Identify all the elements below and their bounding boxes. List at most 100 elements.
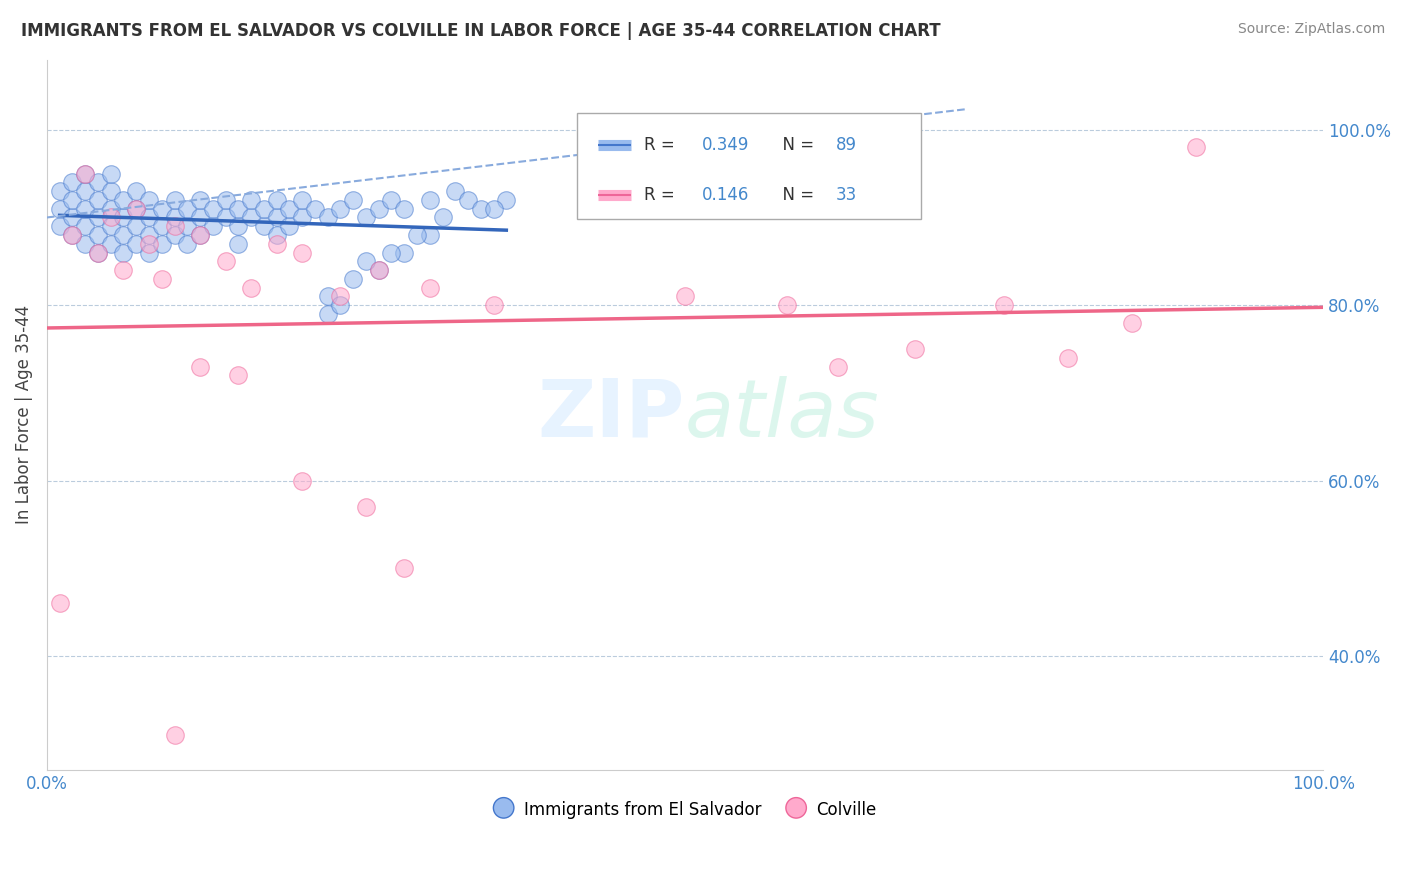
Point bbox=[342, 272, 364, 286]
Point bbox=[48, 202, 70, 216]
Point bbox=[240, 193, 263, 207]
FancyBboxPatch shape bbox=[576, 113, 921, 219]
Point bbox=[100, 219, 122, 234]
Point bbox=[201, 219, 224, 234]
Point bbox=[62, 227, 84, 242]
Point bbox=[406, 227, 429, 242]
Text: R =: R = bbox=[644, 186, 681, 203]
Point bbox=[470, 202, 492, 216]
Point bbox=[62, 175, 84, 189]
Point bbox=[112, 245, 135, 260]
Point bbox=[62, 193, 84, 207]
Point bbox=[163, 193, 186, 207]
Text: IMMIGRANTS FROM EL SALVADOR VS COLVILLE IN LABOR FORCE | AGE 35-44 CORRELATION C: IMMIGRANTS FROM EL SALVADOR VS COLVILLE … bbox=[21, 22, 941, 40]
Point bbox=[48, 596, 70, 610]
Point bbox=[342, 193, 364, 207]
Point bbox=[495, 193, 517, 207]
Point bbox=[125, 219, 148, 234]
Point bbox=[214, 254, 236, 268]
Point bbox=[48, 219, 70, 234]
Point bbox=[87, 193, 110, 207]
Point bbox=[380, 245, 402, 260]
Point bbox=[138, 245, 160, 260]
Point bbox=[100, 202, 122, 216]
Point bbox=[1121, 316, 1143, 330]
Point bbox=[904, 342, 927, 356]
Point bbox=[228, 202, 250, 216]
Point bbox=[266, 236, 288, 251]
Point bbox=[163, 728, 186, 742]
Point bbox=[278, 219, 301, 234]
Point bbox=[100, 184, 122, 198]
Point bbox=[125, 202, 148, 216]
Point bbox=[367, 263, 389, 277]
Text: ZIP: ZIP bbox=[537, 376, 685, 454]
Point bbox=[354, 500, 377, 514]
Point bbox=[291, 474, 314, 488]
Point bbox=[776, 298, 799, 312]
Point bbox=[228, 219, 250, 234]
Point bbox=[266, 193, 288, 207]
Point bbox=[75, 236, 97, 251]
Point bbox=[380, 193, 402, 207]
Point bbox=[240, 280, 263, 294]
Point bbox=[827, 359, 849, 374]
Point bbox=[367, 263, 389, 277]
Text: N =: N = bbox=[772, 136, 820, 153]
Point bbox=[316, 307, 339, 321]
Point bbox=[112, 263, 135, 277]
Point bbox=[188, 211, 211, 225]
Point bbox=[419, 280, 441, 294]
Text: 0.146: 0.146 bbox=[702, 186, 749, 203]
Point bbox=[291, 245, 314, 260]
Point bbox=[48, 184, 70, 198]
Y-axis label: In Labor Force | Age 35-44: In Labor Force | Age 35-44 bbox=[15, 305, 32, 524]
Point bbox=[176, 219, 198, 234]
Point bbox=[316, 289, 339, 303]
Point bbox=[188, 359, 211, 374]
Text: 89: 89 bbox=[835, 136, 856, 153]
Legend: Immigrants from El Salvador, Colville: Immigrants from El Salvador, Colville bbox=[486, 794, 883, 826]
Point bbox=[138, 211, 160, 225]
Point bbox=[112, 227, 135, 242]
Text: Source: ZipAtlas.com: Source: ZipAtlas.com bbox=[1237, 22, 1385, 37]
Point bbox=[394, 561, 416, 575]
Point bbox=[316, 211, 339, 225]
Point bbox=[329, 202, 352, 216]
Point bbox=[100, 236, 122, 251]
Point bbox=[87, 211, 110, 225]
Point bbox=[75, 167, 97, 181]
Point bbox=[62, 227, 84, 242]
Point bbox=[87, 245, 110, 260]
Point bbox=[75, 202, 97, 216]
Point bbox=[1184, 140, 1206, 154]
Point bbox=[176, 202, 198, 216]
Point bbox=[266, 211, 288, 225]
Point bbox=[482, 202, 505, 216]
Point bbox=[354, 254, 377, 268]
Point bbox=[457, 193, 479, 207]
Point bbox=[419, 193, 441, 207]
Point bbox=[304, 202, 326, 216]
Point bbox=[125, 202, 148, 216]
Point bbox=[112, 193, 135, 207]
Point bbox=[150, 236, 173, 251]
Point bbox=[100, 167, 122, 181]
Point bbox=[138, 227, 160, 242]
Point bbox=[291, 193, 314, 207]
Point bbox=[993, 298, 1015, 312]
Point bbox=[291, 211, 314, 225]
Point bbox=[150, 202, 173, 216]
Text: 33: 33 bbox=[835, 186, 856, 203]
Point bbox=[673, 289, 696, 303]
Point bbox=[125, 236, 148, 251]
Point bbox=[432, 211, 454, 225]
Point bbox=[112, 211, 135, 225]
Point bbox=[253, 202, 276, 216]
Point bbox=[188, 227, 211, 242]
Point bbox=[240, 211, 263, 225]
Text: N =: N = bbox=[772, 186, 820, 203]
Point bbox=[214, 193, 236, 207]
Point bbox=[266, 227, 288, 242]
Point bbox=[482, 298, 505, 312]
